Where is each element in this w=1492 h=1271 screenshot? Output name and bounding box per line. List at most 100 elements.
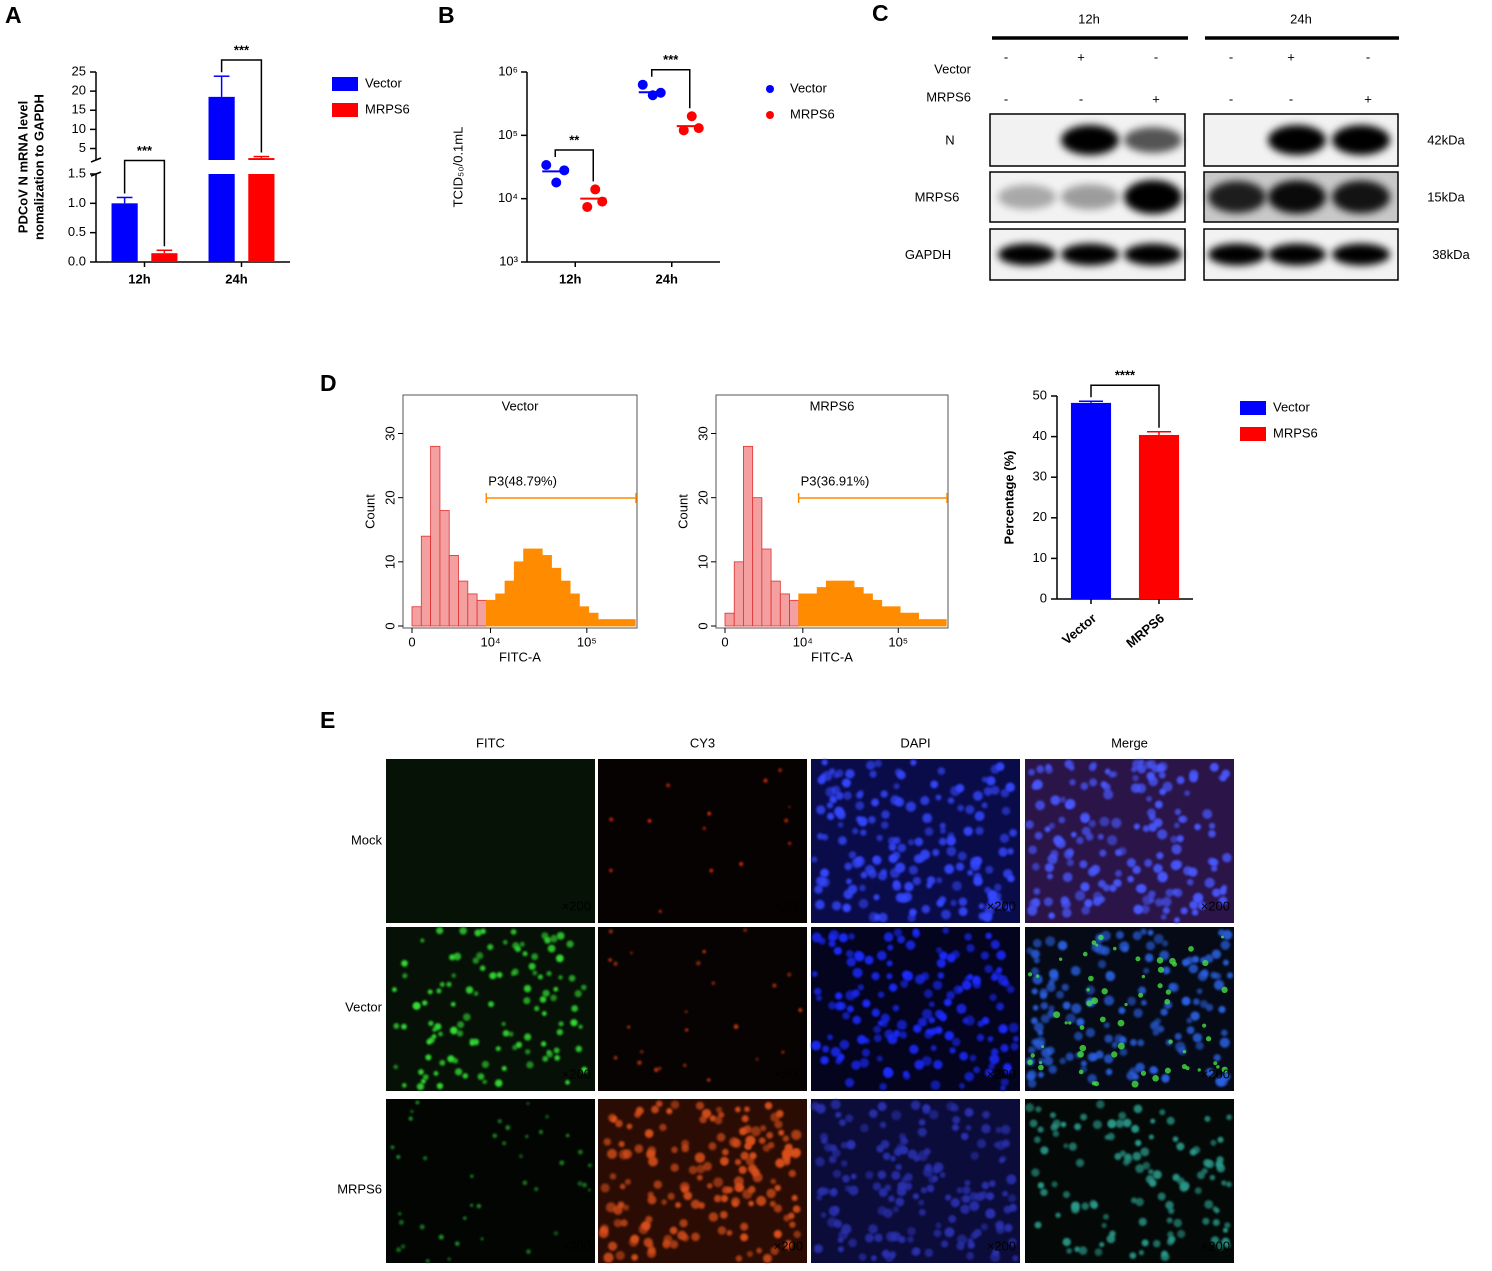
cell [1046,873,1053,880]
cell [433,1070,439,1076]
cell [928,1001,935,1008]
cell [439,1059,446,1066]
cell [1148,1169,1154,1175]
cell [820,1212,827,1218]
cell [907,1149,918,1160]
cell [1210,971,1218,979]
significance-label: **** [1115,368,1136,383]
cell [920,796,930,806]
significance-bracket [1090,384,1160,428]
cell [1094,1248,1103,1257]
cell [1053,1011,1061,1019]
cell [845,1114,854,1123]
cell [1135,1139,1142,1147]
cell [554,1054,560,1061]
cell [883,932,894,942]
cell [999,833,1010,843]
cell [1046,982,1056,992]
cell [393,1023,400,1029]
cell [1137,1039,1145,1047]
cell [1061,899,1071,909]
cell [1001,806,1011,816]
cell [1103,1054,1114,1064]
cell [880,868,888,876]
cell [935,1222,942,1229]
cell [608,929,613,934]
cell [763,778,768,783]
micrograph [1025,759,1234,923]
histogram-bar [779,593,790,627]
blot-band [1061,184,1119,210]
micrograph [386,927,595,1091]
cell [908,865,918,875]
cell [726,1229,733,1236]
cell [821,834,829,841]
cell [858,898,869,909]
cell [1099,1242,1105,1248]
cell [1052,1130,1060,1137]
cell [1010,1042,1019,1051]
legend-marker [766,111,774,119]
cell [944,1031,954,1041]
cell [788,1169,796,1178]
cell [1074,1031,1083,1041]
cell [928,1174,937,1184]
cell [1221,986,1228,994]
cell [626,1123,633,1130]
blot-band [998,184,1056,210]
cell [899,1137,908,1146]
cell [914,1025,921,1032]
cell [838,1002,847,1010]
cell [912,928,919,935]
cell [729,1137,739,1147]
cell [909,908,917,917]
lane-sign: + [1077,49,1085,64]
cell [749,1152,757,1160]
cell [1189,773,1198,783]
cell [1184,790,1191,797]
histogram-bar [569,593,580,627]
cell [1220,1029,1228,1037]
cell [526,1249,531,1254]
cell [941,909,951,920]
cell [1000,1085,1006,1091]
cell [401,1083,407,1088]
cell [1222,1227,1229,1233]
cell [912,876,922,886]
cell [719,1156,729,1166]
cell [755,1057,759,1061]
cell [1161,940,1169,947]
cell [870,1255,877,1261]
cell [989,993,997,1002]
cell [935,794,942,801]
cell [1111,771,1118,778]
channel-label: FITC [476,735,505,750]
cell [1208,829,1216,838]
cell [638,1224,649,1235]
cell [966,1252,975,1260]
cell [1096,1100,1105,1109]
x-tick-label: 10⁴ [480,634,500,649]
cell [983,786,993,796]
cell [565,1133,570,1138]
magnification-label: ×200 [1201,898,1230,913]
cell [762,1144,771,1152]
cell [1098,934,1104,941]
histogram-bar [825,580,837,627]
cell [565,1080,570,1085]
cell [1103,995,1115,1006]
histogram-bar [872,599,883,627]
cell [787,972,792,977]
cell [963,826,973,836]
cell [850,1173,857,1180]
cell [877,991,885,998]
cell [840,1141,848,1149]
cell [782,1135,790,1142]
cell [696,1164,706,1174]
cell [1162,781,1173,792]
cell [721,1148,729,1156]
cell [752,1172,763,1183]
cell [1095,944,1106,955]
cell [742,1189,753,1200]
panel-label: E [320,707,335,733]
